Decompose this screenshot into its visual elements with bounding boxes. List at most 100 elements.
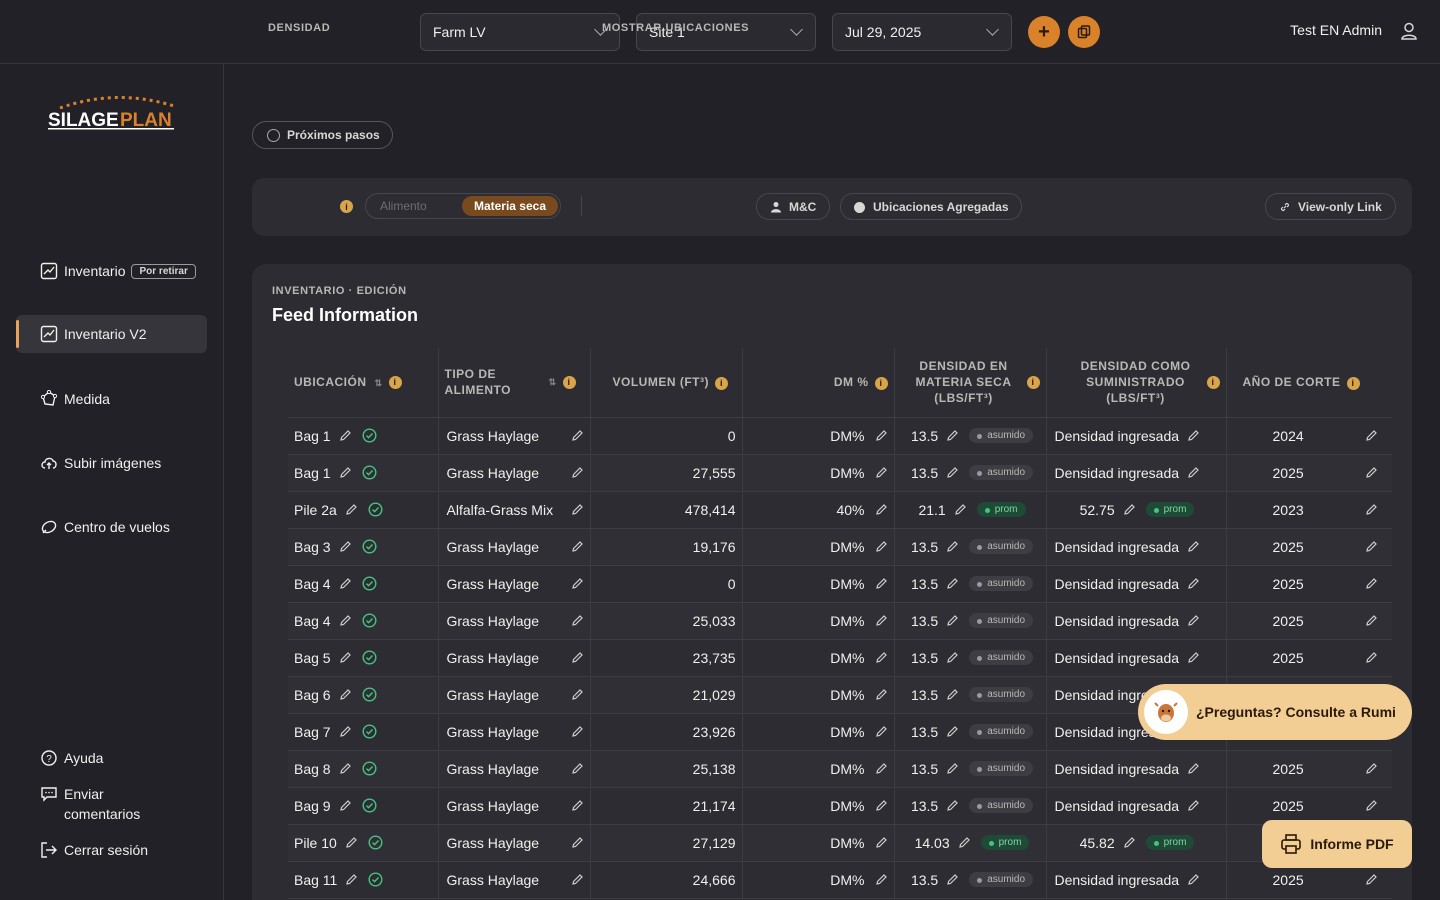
pdf-report-button[interactable]: Informe PDF — [1262, 820, 1412, 868]
info-icon[interactable]: i — [1206, 375, 1220, 389]
header-dm-density[interactable]: DENSIDAD EN MATERIA SECA (LBS/FT³) i — [893, 348, 1046, 418]
feedback-link[interactable]: Enviar comentarios — [40, 784, 150, 824]
pencil-icon[interactable] — [339, 577, 352, 590]
pencil-icon[interactable] — [1365, 577, 1378, 590]
header-cut-year[interactable]: AÑO DE CORTE i — [1225, 348, 1392, 418]
pencil-icon[interactable] — [875, 466, 888, 479]
date-select[interactable]: Jul 29, 2025 — [832, 13, 1012, 51]
pencil-icon[interactable] — [1187, 873, 1200, 886]
pencil-icon[interactable] — [946, 725, 959, 738]
pencil-icon[interactable] — [1123, 836, 1136, 849]
help-link[interactable]: ? Ayuda — [40, 748, 103, 768]
pencil-icon[interactable] — [571, 688, 584, 701]
pencil-icon[interactable] — [571, 725, 584, 738]
mc-chip[interactable]: M&C — [756, 193, 830, 220]
pencil-icon[interactable] — [875, 503, 888, 516]
pencil-icon[interactable] — [875, 836, 888, 849]
pencil-icon[interactable] — [946, 429, 959, 442]
pencil-icon[interactable] — [1365, 540, 1378, 553]
copy-button[interactable] — [1068, 16, 1100, 48]
pencil-icon[interactable] — [946, 799, 959, 812]
sidebar-item-medida[interactable]: Medida — [16, 380, 207, 418]
pencil-icon[interactable] — [1187, 577, 1200, 590]
pencil-icon[interactable] — [946, 762, 959, 775]
pencil-icon[interactable] — [1365, 429, 1378, 442]
pencil-icon[interactable] — [339, 540, 352, 553]
info-icon[interactable]: i — [340, 200, 353, 213]
pencil-icon[interactable] — [1187, 799, 1200, 812]
density-toggle[interactable]: Alimento Materia seca — [365, 193, 561, 219]
pencil-icon[interactable] — [954, 503, 967, 516]
pencil-icon[interactable] — [571, 577, 584, 590]
pencil-icon[interactable] — [946, 540, 959, 553]
pencil-icon[interactable] — [875, 799, 888, 812]
pencil-icon[interactable] — [571, 651, 584, 664]
pencil-icon[interactable] — [875, 651, 888, 664]
view-only-link-button[interactable]: View-only Link — [1265, 193, 1396, 220]
pencil-icon[interactable] — [1365, 799, 1378, 812]
pencil-icon[interactable] — [339, 799, 352, 812]
pencil-icon[interactable] — [339, 651, 352, 664]
logout-link[interactable]: Cerrar sesión — [40, 840, 148, 860]
farm-select[interactable]: Farm LV — [420, 13, 620, 51]
pencil-icon[interactable] — [875, 688, 888, 701]
pencil-icon[interactable] — [1187, 651, 1200, 664]
pencil-icon[interactable] — [571, 540, 584, 553]
pencil-icon[interactable] — [345, 503, 358, 516]
next-steps-button[interactable]: Próximos pasos — [252, 121, 393, 149]
pencil-icon[interactable] — [958, 836, 971, 849]
info-icon[interactable]: i — [1346, 376, 1360, 390]
rumi-assistant-button[interactable]: ¿Preguntas? Consulte a Rumi — [1138, 684, 1412, 740]
pencil-icon[interactable] — [339, 688, 352, 701]
pencil-icon[interactable] — [1187, 466, 1200, 479]
pencil-icon[interactable] — [946, 873, 959, 886]
sidebar-item-inventario[interactable]: Inventario Por retirar — [16, 252, 207, 290]
pencil-icon[interactable] — [1365, 466, 1378, 479]
header-dm[interactable]: DM % i — [741, 348, 894, 418]
pencil-icon[interactable] — [339, 466, 352, 479]
pencil-icon[interactable] — [946, 466, 959, 479]
pencil-icon[interactable] — [1187, 762, 1200, 775]
pencil-icon[interactable] — [571, 614, 584, 627]
pencil-icon[interactable] — [345, 873, 358, 886]
info-icon[interactable]: i — [714, 376, 728, 390]
aggregated-locations-chip[interactable]: Ubicaciones Agregadas — [840, 193, 1022, 220]
pencil-icon[interactable] — [875, 614, 888, 627]
info-icon[interactable]: i — [1026, 375, 1040, 389]
pencil-icon[interactable] — [1365, 651, 1378, 664]
pencil-icon[interactable] — [339, 725, 352, 738]
sidebar-item-centro-de-vuelos[interactable]: Centro de vuelos — [16, 508, 207, 546]
pencil-icon[interactable] — [946, 688, 959, 701]
pencil-icon[interactable] — [1187, 429, 1200, 442]
pencil-icon[interactable] — [1365, 614, 1378, 627]
pencil-icon[interactable] — [1365, 503, 1378, 516]
pencil-icon[interactable] — [339, 429, 352, 442]
info-icon[interactable]: i — [874, 376, 888, 390]
pencil-icon[interactable] — [571, 466, 584, 479]
sidebar-item-inventario-v2[interactable]: Inventario V2 — [16, 315, 207, 353]
info-icon[interactable]: i — [388, 376, 402, 390]
pencil-icon[interactable] — [875, 873, 888, 886]
pencil-icon[interactable] — [571, 836, 584, 849]
pencil-icon[interactable] — [571, 429, 584, 442]
add-button[interactable]: + — [1028, 16, 1060, 48]
header-location[interactable]: UBICACIÓN ⇅ i — [288, 348, 438, 418]
header-volume[interactable]: VOLUMEN (FT³) i — [589, 348, 742, 418]
site-select[interactable]: Site 1 — [636, 13, 816, 51]
pencil-icon[interactable] — [1187, 540, 1200, 553]
pencil-icon[interactable] — [1187, 614, 1200, 627]
info-icon[interactable]: i — [562, 375, 576, 389]
pencil-icon[interactable] — [571, 799, 584, 812]
header-feed-type[interactable]: TIPO DE ALIMENTO ⇅ i — [437, 348, 590, 418]
pencil-icon[interactable] — [875, 762, 888, 775]
pencil-icon[interactable] — [946, 614, 959, 627]
pencil-icon[interactable] — [946, 651, 959, 664]
sort-icon[interactable]: ⇅ — [374, 377, 383, 388]
pencil-icon[interactable] — [1365, 873, 1378, 886]
pencil-icon[interactable] — [875, 725, 888, 738]
pencil-icon[interactable] — [1365, 762, 1378, 775]
sidebar-item-subir-imagenes[interactable]: Subir imágenes — [16, 444, 207, 482]
sort-icon[interactable]: ⇅ — [548, 377, 557, 388]
pencil-icon[interactable] — [571, 503, 584, 516]
pencil-icon[interactable] — [875, 429, 888, 442]
